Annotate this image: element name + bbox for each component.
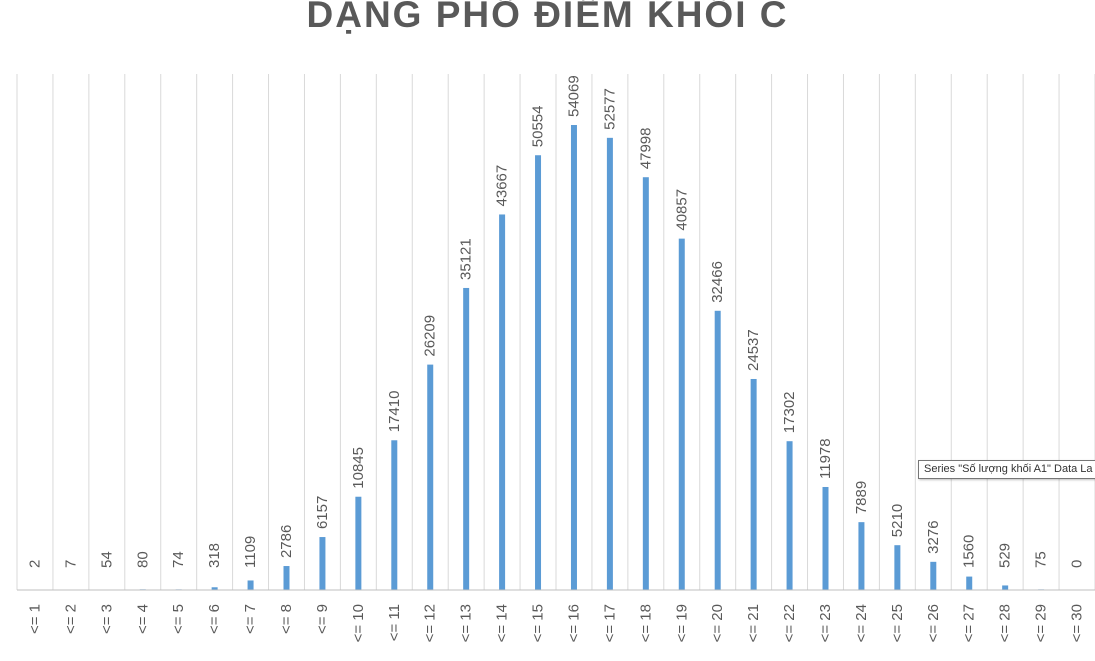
x-tick-label: <= 2: [62, 604, 79, 634]
data-label: 17302: [781, 391, 798, 433]
x-tick-label: <= 7: [242, 604, 259, 634]
bar: [427, 364, 434, 590]
x-tick-label: <= 16: [565, 604, 582, 642]
chart-title: DẠNG PHỔ ĐIỂM KHỐI C: [306, 0, 789, 35]
x-tick-label: <= 25: [889, 604, 906, 642]
data-label: 1109: [242, 536, 259, 568]
bar: [391, 440, 398, 590]
bar: [822, 486, 829, 590]
data-label: 318: [206, 543, 223, 568]
x-tick-label: <= 15: [530, 604, 547, 642]
bar: [714, 310, 721, 590]
data-label: 7: [62, 560, 79, 568]
data-label: 2786: [278, 525, 295, 558]
x-tick-label: <= 1: [26, 604, 43, 634]
x-tick-label: <= 22: [781, 604, 798, 642]
data-label: 3276: [925, 520, 942, 553]
bar: [283, 566, 290, 590]
x-tick-label: <= 17: [601, 604, 618, 642]
gridlines: [16, 74, 1095, 590]
bar: [1002, 585, 1009, 590]
data-label-tooltip: Series "Số lượng khối A1" Data La: [918, 460, 1095, 479]
bar: [355, 496, 362, 590]
x-tick-label: <= 30: [1069, 604, 1086, 642]
data-label: 529: [997, 543, 1014, 568]
data-label: 40857: [673, 189, 690, 231]
data-label: 5210: [889, 504, 906, 537]
x-tick-label: <= 13: [458, 604, 475, 642]
data-label: 0: [1069, 560, 1086, 568]
bar: [319, 537, 326, 590]
x-tick-label: <= 4: [134, 604, 151, 634]
bar: [535, 155, 542, 590]
bars: [31, 125, 1045, 591]
bar: [247, 580, 254, 590]
bar: [570, 125, 577, 591]
bar: [642, 177, 649, 590]
data-label: 6157: [314, 496, 331, 529]
x-tick-label: <= 29: [1033, 604, 1050, 642]
bar: [966, 576, 973, 590]
x-tick-label: <= 8: [278, 604, 295, 634]
data-label: 50554: [530, 106, 547, 148]
x-tick-labels: <= 1 <= 2 <= 3 <= 4 <= 5 <= 6 <= 7 <= 8 <= 9 <= 1…: [26, 604, 1085, 642]
x-tick-label: <= 19: [673, 604, 690, 642]
data-label: 2: [26, 560, 43, 568]
x-tick-label: <= 9: [314, 604, 331, 634]
bar: [211, 587, 218, 590]
data-label: 54: [98, 551, 115, 568]
data-label: 32466: [709, 261, 726, 303]
data-label: 43667: [494, 165, 511, 207]
bar: [678, 238, 685, 590]
x-tick-label: <= 12: [422, 604, 439, 642]
x-tick-label: <= 10: [350, 604, 367, 642]
data-label: 80: [134, 551, 151, 568]
x-tick-label: <= 18: [637, 604, 654, 642]
x-tick-label: <= 14: [494, 604, 511, 642]
data-labels: 2 7 54 80 74 318 1109 2786 6157 10845 17410 26209 35…: [26, 75, 1085, 568]
data-label: 35121: [458, 238, 475, 280]
bar: [930, 561, 937, 590]
x-tick-label: <= 24: [853, 604, 870, 642]
bar: [606, 137, 613, 590]
data-label: 24537: [745, 329, 762, 371]
data-label: 11978: [817, 438, 834, 479]
data-label: 74: [170, 551, 187, 568]
x-tick-label: <= 21: [745, 604, 762, 642]
x-tick-label: <= 3: [98, 604, 115, 634]
x-tick-label: <= 5: [170, 604, 187, 634]
data-label: 10845: [350, 447, 367, 489]
x-tick-label: <= 6: [206, 604, 223, 634]
data-label: 47998: [637, 127, 654, 169]
bar: [750, 378, 757, 590]
data-label: 17410: [386, 391, 403, 433]
data-label: 26209: [422, 315, 439, 357]
bar: [858, 522, 865, 590]
x-tick-label: <= 27: [961, 604, 978, 642]
data-label: 75: [1033, 551, 1050, 568]
x-tick-label: <= 11: [386, 604, 403, 641]
bar: [499, 214, 506, 590]
data-label: 54069: [565, 75, 582, 117]
data-label: 52577: [601, 88, 618, 130]
x-tick-label: <= 28: [997, 604, 1014, 642]
bar: [463, 287, 470, 590]
bar: [786, 441, 793, 590]
bar: [894, 545, 901, 590]
x-tick-label: <= 20: [709, 604, 726, 642]
data-label: 7889: [853, 481, 870, 514]
data-label: 1560: [961, 535, 978, 568]
x-tick-label: <= 23: [817, 604, 834, 642]
x-tick-label: <= 26: [925, 604, 942, 642]
